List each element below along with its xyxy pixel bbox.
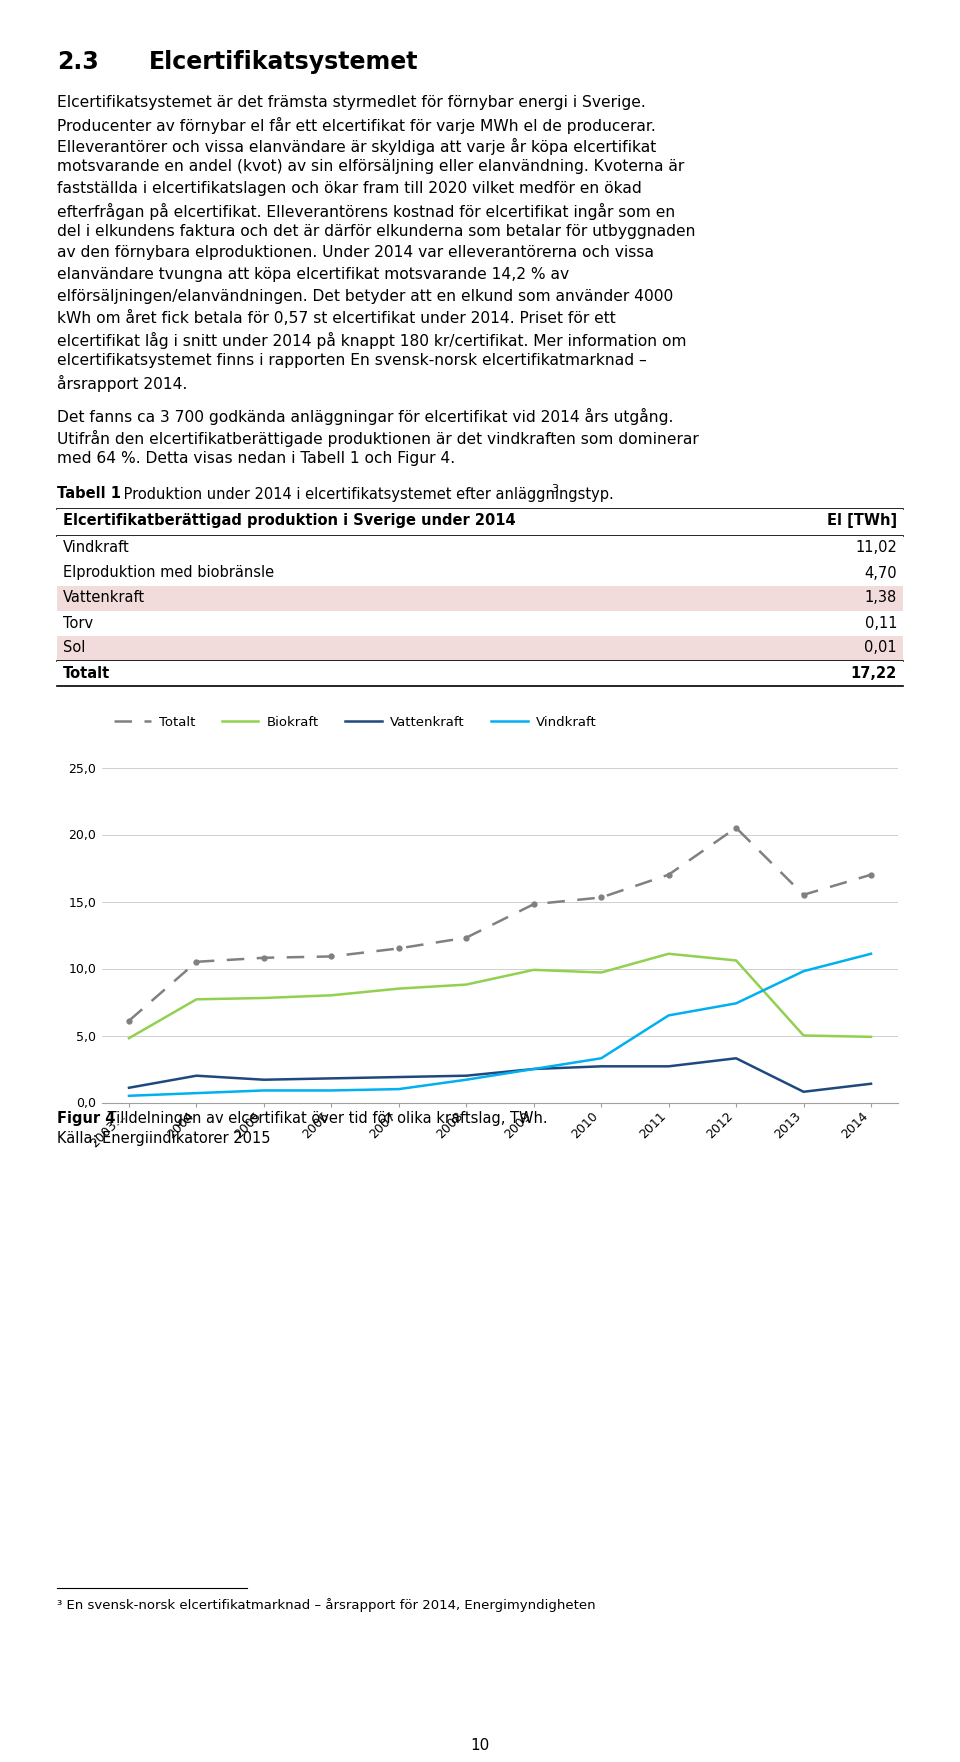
Text: motsvarande en andel (kvot) av sin elförsäljning eller elanvändning. Kvoterna är: motsvarande en andel (kvot) av sin elför…: [57, 160, 684, 174]
Text: med 64 %. Detta visas nedan i Tabell 1 och Figur 4.: med 64 %. Detta visas nedan i Tabell 1 o…: [57, 451, 455, 465]
Text: 4,70: 4,70: [864, 566, 897, 580]
Text: 0,11: 0,11: [865, 615, 897, 631]
Text: Elleverantörer och vissa elanvändare är skyldiga att varje år köpa elcertifikat: Elleverantörer och vissa elanvändare är …: [57, 137, 657, 155]
Text: Källa: Energiindikatorer 2015: Källa: Energiindikatorer 2015: [57, 1131, 271, 1147]
Text: Elcertifikatberättigad produktion i Sverige under 2014: Elcertifikatberättigad produktion i Sver…: [63, 513, 516, 529]
Text: del i elkundens faktura och det är därför elkunderna som betalar för utbyggnaden: del i elkundens faktura och det är därfö…: [57, 224, 695, 240]
Text: elcertifikatsystemet finns i rapporten En svensk-norsk elcertifikatmarknad –: elcertifikatsystemet finns i rapporten E…: [57, 352, 647, 368]
Text: Det fanns ca 3 700 godkända anläggningar för elcertifikat vid 2014 års utgång.: Det fanns ca 3 700 godkända anläggningar…: [57, 409, 673, 425]
Text: fastställda i elcertifikatslagen och ökar fram till 2020 vilket medför en ökad: fastställda i elcertifikatslagen och öka…: [57, 181, 641, 196]
Text: kWh om året fick betala för 0,57 st elcertifikat under 2014. Priset för ett: kWh om året fick betala för 0,57 st elce…: [57, 310, 615, 326]
Text: Tabell 1: Tabell 1: [57, 486, 121, 502]
Text: Utifrån den elcertifikatberättigade produktionen är det vindkraften som dominera: Utifrån den elcertifikatberättigade prod…: [57, 430, 699, 446]
Text: Elproduktion med biobränsle: Elproduktion med biobränsle: [63, 566, 275, 580]
Text: Vindkraft: Vindkraft: [63, 541, 130, 555]
Text: Torv: Torv: [63, 615, 93, 631]
Text: 0,01: 0,01: [864, 641, 897, 655]
Bar: [57, 560, 903, 585]
Text: El [TWh]: El [TWh]: [827, 513, 897, 529]
Legend: Totalt, Biokraft, Vattenkraft, Vindkraft: Totalt, Biokraft, Vattenkraft, Vindkraft: [108, 710, 602, 735]
Text: 3: 3: [551, 485, 558, 495]
Text: 1,38: 1,38: [865, 590, 897, 606]
Text: Elcertifikatsystemet: Elcertifikatsystemet: [149, 49, 419, 74]
Text: efterfrågan på elcertifikat. Elleverantörens kostnad för elcertifikat ingår som : efterfrågan på elcertifikat. Elleverantö…: [57, 203, 675, 220]
Text: Producenter av förnybar el får ett elcertifikat för varje MWh el de producerar.: Producenter av förnybar el får ett elcer…: [57, 116, 656, 134]
Text: Tilldelningen av elcertifikat över tid för olika kraftslag, TWh.: Tilldelningen av elcertifikat över tid f…: [103, 1110, 547, 1126]
Text: elcertifikat låg i snitt under 2014 på knappt 180 kr/certifikat. Mer information: elcertifikat låg i snitt under 2014 på k…: [57, 331, 686, 349]
Text: elförsäljningen/elanvändningen. Det betyder att en elkund som använder 4000: elförsäljningen/elanvändningen. Det bety…: [57, 289, 673, 303]
Bar: [57, 536, 903, 560]
Text: 11,02: 11,02: [855, 541, 897, 555]
Bar: [57, 585, 903, 610]
Text: 10: 10: [470, 1737, 490, 1753]
Text: Produktion under 2014 i elcertifikatsystemet efter anläggningstyp.: Produktion under 2014 i elcertifikatsyst…: [119, 486, 613, 502]
Text: Vattenkraft: Vattenkraft: [63, 590, 145, 606]
Text: årsrapport 2014.: årsrapport 2014.: [57, 375, 187, 391]
Text: Elcertifikatsystemet är det främsta styrmedlet för förnybar energi i Sverige.: Elcertifikatsystemet är det främsta styr…: [57, 95, 646, 109]
Text: elanvändare tvungna att köpa elcertifikat motsvarande 14,2 % av: elanvändare tvungna att köpa elcertifika…: [57, 268, 569, 282]
Bar: [57, 610, 903, 636]
Bar: [57, 509, 903, 536]
Text: av den förnybara elproduktionen. Under 2014 var elleverantörerna och vissa: av den förnybara elproduktionen. Under 2…: [57, 245, 654, 261]
Text: Figur 4: Figur 4: [57, 1110, 115, 1126]
Text: Totalt: Totalt: [63, 666, 110, 680]
Text: ³ En svensk-norsk elcertifikatmarknad – årsrapport för 2014, Energimyndigheten: ³ En svensk-norsk elcertifikatmarknad – …: [57, 1598, 595, 1612]
Text: 2.3: 2.3: [57, 49, 99, 74]
Text: 17,22: 17,22: [851, 666, 897, 680]
Text: Sol: Sol: [63, 641, 85, 655]
Bar: [57, 661, 903, 685]
Bar: [57, 636, 903, 661]
